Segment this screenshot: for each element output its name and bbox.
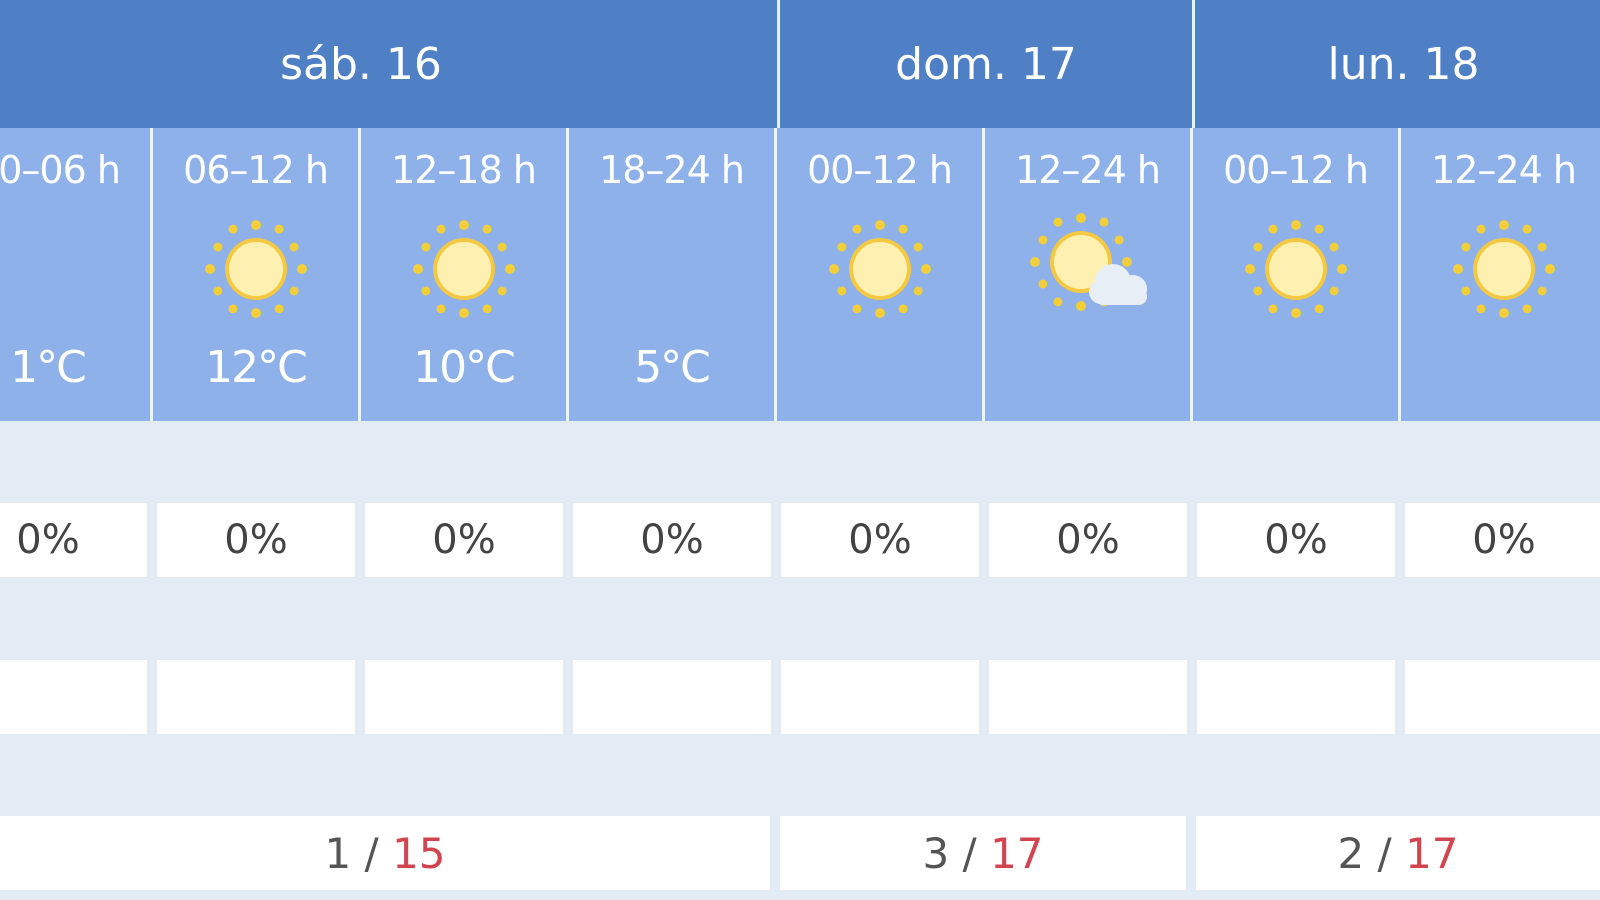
- min-max-temp: 1 / 15: [0, 816, 770, 890]
- time-range: 12–18 h: [391, 148, 537, 192]
- time-range: 00–12 h: [1223, 148, 1369, 192]
- moon-icon: [16, 229, 83, 307]
- separator: /: [949, 828, 991, 878]
- time-slot: 18–24 h 5°C: [569, 128, 777, 421]
- temperature: 12°C: [205, 342, 308, 393]
- min-max-temp: 2 / 17: [1196, 816, 1600, 890]
- empty-cell: [157, 660, 355, 734]
- time-slot: 06–12 h 12°C: [153, 128, 361, 421]
- empty-cell: [365, 660, 563, 734]
- max-temp: 17: [990, 828, 1044, 878]
- min-temp: 2: [1337, 828, 1365, 878]
- day-header: dom. 17: [780, 0, 1195, 128]
- min-temp: 3: [922, 828, 950, 878]
- rain-probability: 0%: [1197, 503, 1395, 577]
- temperature: 10°C: [413, 342, 516, 393]
- time-slot: 00–12 h: [1193, 128, 1401, 421]
- temperature: 1°C: [10, 342, 87, 393]
- time-range: 12–24 h: [1431, 148, 1577, 192]
- time-range: 12–24 h: [1015, 148, 1161, 192]
- time-slot: 12–24 h: [1401, 128, 1600, 421]
- rain-probability: 0%: [0, 503, 147, 577]
- min-max-temp: 3 / 17: [780, 816, 1186, 890]
- empty-cell: [1405, 660, 1600, 734]
- empty-cell: [0, 660, 147, 734]
- time-slot: 12–18 h 10°C: [361, 128, 569, 421]
- sun-icon: [204, 220, 307, 318]
- rain-probability: 0%: [365, 503, 563, 577]
- time-slot: 00–12 h: [777, 128, 985, 421]
- time-range: 00–12 h: [807, 148, 953, 192]
- max-temp: 17: [1405, 828, 1459, 878]
- min-temp: 1: [324, 828, 352, 878]
- day-header: sáb. 16: [0, 0, 780, 128]
- rain-probability: 0%: [781, 503, 979, 577]
- empty-cell: [1197, 660, 1395, 734]
- rain-probability: 0%: [1405, 503, 1600, 577]
- time-slot: 12–24 h: [985, 128, 1193, 421]
- max-temp: 15: [392, 828, 446, 878]
- time-range: 00–06 h: [0, 148, 121, 192]
- day-header: lun. 18: [1195, 0, 1600, 128]
- empty-cell: [573, 660, 771, 734]
- sun-icon: [1452, 220, 1555, 318]
- moon-icon: [640, 229, 707, 307]
- day-header-row: sáb. 16 dom. 17 lun. 18: [0, 0, 1600, 128]
- sun-icon: [1244, 220, 1347, 318]
- temperature: 5°C: [634, 342, 711, 393]
- empty-cell: [781, 660, 979, 734]
- rain-probability: 0%: [989, 503, 1187, 577]
- separator: /: [1364, 828, 1406, 878]
- sun-cloud-icon: [1029, 213, 1147, 311]
- sun-icon: [828, 220, 931, 318]
- time-range: 18–24 h: [599, 148, 745, 192]
- rain-probability: 0%: [573, 503, 771, 577]
- time-range: 06–12 h: [183, 148, 329, 192]
- time-slot: 00–06 h 1°C: [0, 128, 153, 421]
- empty-cell: [989, 660, 1187, 734]
- separator: /: [351, 828, 393, 878]
- rain-probability: 0%: [157, 503, 355, 577]
- sun-icon: [412, 220, 515, 318]
- time-slot-row: 00–06 h 1°C06–12 h 12°C12–18 h 10°C18–24…: [0, 128, 1600, 421]
